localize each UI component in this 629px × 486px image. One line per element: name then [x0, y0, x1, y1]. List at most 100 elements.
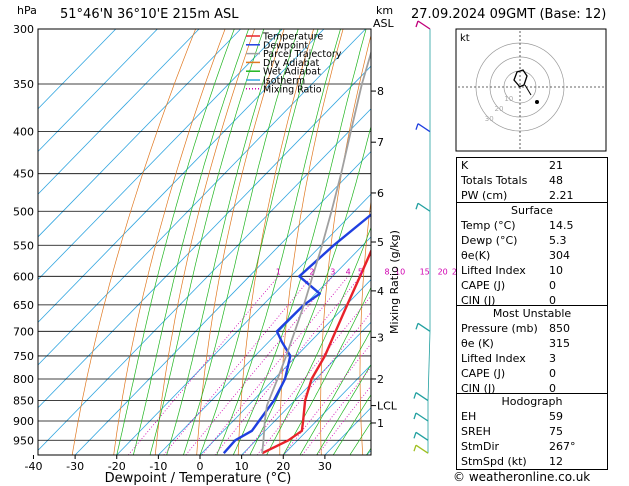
row-label: Dewp (°C) — [461, 234, 518, 247]
temperature-axis: -40 -30 -20 -10 0 10 20 30 — [24, 455, 332, 473]
mixing-ratio-label: 15 — [420, 267, 430, 276]
row-label: θe(K) — [461, 249, 491, 262]
row-label: K — [461, 159, 469, 172]
row-value: 75 — [549, 425, 563, 438]
pressure-tick-label: 350 — [13, 78, 34, 91]
row-value: 304 — [549, 249, 570, 262]
wind-barb-flag — [413, 392, 417, 399]
row-value: 12 — [549, 455, 563, 468]
mixing-ratio-axis-label: Mixing Ratio (g/kg) — [388, 230, 401, 334]
most-unstable-table: Most Unstable Pressure (mb) 850 θe (K) 315 L… — [456, 305, 608, 397]
wet-adiabat-line — [249, 124, 371, 455]
temperature-tick-label: 0 — [197, 460, 204, 473]
height-tick-label: 8 — [377, 85, 384, 98]
row-label: SREH — [461, 425, 491, 438]
parcel-trajectory-line — [261, 49, 371, 454]
pressure-tick-label: 950 — [13, 434, 34, 447]
dry-adiabat-line — [279, 29, 344, 455]
table-row: Totals Totals 48 — [457, 173, 607, 188]
wind-barb — [417, 322, 431, 332]
mixing-ratio-label: 1 — [276, 267, 281, 276]
isotherm-line — [38, 29, 158, 153]
temperature-tick-label: 20 — [276, 460, 290, 473]
pressure-tick-label: 600 — [13, 270, 34, 283]
legend-label: Wet Adiabat — [263, 67, 321, 78]
mixing-ratio-line — [127, 276, 279, 455]
row-value: 0 — [549, 294, 556, 307]
mixing-ratio-label: 20 — [438, 267, 448, 276]
wet-adiabat-line — [116, 29, 235, 455]
wet-adiabat-line — [232, 29, 367, 455]
isotherm-line — [74, 150, 371, 455]
asl-unit-label: ASL — [373, 17, 394, 30]
mixing-ratio-line — [214, 276, 361, 455]
table-row: SREH 75 — [457, 424, 607, 439]
height-tick-label: 7 — [377, 136, 384, 149]
pressure-axis: 300 350 400 450 500 550 600 650 700 750 800 850 900 9… — [13, 23, 34, 447]
row-label: StmSpd (kt) — [461, 455, 527, 468]
storm-motion-marker — [535, 100, 539, 104]
pressure-tick-label: 300 — [13, 23, 34, 36]
location-title: 51°46'N 36°10'E 215m ASL — [60, 7, 239, 22]
isotherm-line — [38, 29, 200, 195]
isotherm-line — [158, 236, 371, 455]
wind-barb — [417, 202, 431, 212]
wet-adiabat-line — [166, 29, 281, 455]
table-row: K 21 — [457, 158, 607, 173]
hodograph-kt-label: kt — [460, 33, 470, 44]
most-unstable-title: Most Unstable — [492, 307, 572, 320]
row-value: 267° — [549, 440, 576, 453]
wind-barb — [415, 392, 429, 402]
hodograph-trace — [513, 69, 528, 88]
pressure-tick-label: 450 — [13, 168, 34, 181]
mixing-ratio-label: 2 — [309, 267, 314, 276]
legend-label: Mixing Ratio — [263, 84, 322, 95]
pressure-tick-label: 800 — [13, 373, 34, 386]
wet-adiabat-line — [266, 226, 371, 455]
row-label: Pressure (mb) — [461, 322, 538, 335]
table-row: CIN (J) 0 — [457, 381, 607, 396]
isotherm-line — [116, 193, 371, 455]
hodograph-ring-label: 20 — [495, 105, 504, 113]
height-tick-label: LCL — [377, 400, 398, 413]
hodograph-ring-label: 10 — [504, 95, 513, 103]
row-label: CIN (J) — [461, 382, 496, 395]
storm-motion-line — [524, 84, 532, 96]
dry-adiabat-line — [320, 33, 371, 455]
wind-barb-flag — [413, 412, 417, 420]
wind-profile-line — [427, 331, 431, 401]
wind-profile — [413, 20, 431, 454]
temperature-tick-label: 10 — [235, 460, 249, 473]
row-value: 10 — [549, 264, 563, 277]
row-label: EH — [461, 410, 477, 423]
isotherm-line — [38, 29, 283, 281]
row-label: CAPE (J) — [461, 279, 506, 292]
legend-label: Dewpoint — [263, 40, 308, 51]
height-tick-label: 3 — [377, 331, 384, 344]
pressure-tick-label: 550 — [13, 239, 34, 252]
height-tick-label: 4 — [377, 285, 384, 298]
pressure-tick-label: 700 — [13, 325, 34, 338]
dry-adiabat-line — [113, 29, 226, 455]
wind-barb-flag — [415, 203, 419, 210]
table-row: Lifted Index 3 — [457, 351, 607, 366]
mixing-ratio-label: 4 — [346, 267, 351, 276]
table-row: θe (K) 315 — [457, 336, 607, 351]
wind-barb — [415, 412, 429, 422]
legend-label: Parcel Trajectory — [263, 49, 342, 60]
height-axis: 8 7 6 5 4 3 2 LCL 1 — [371, 85, 398, 430]
row-label: Totals Totals — [461, 174, 528, 187]
dewpoint-line — [222, 213, 371, 454]
wet-adiabat-line — [299, 329, 371, 455]
row-value: 315 — [549, 337, 570, 350]
wind-barb-flag — [415, 20, 419, 28]
mixing-ratio-line — [317, 385, 371, 455]
wet-adiabat-line — [182, 29, 299, 455]
surface-table: Surface Temp (°C) 14.5 Dewp (°C) 5.3 θe(K) 30… — [456, 202, 608, 309]
table-row: CIN (J) 0 — [457, 293, 607, 308]
row-value: 14.5 — [549, 219, 574, 232]
wind-barb — [415, 444, 429, 454]
height-tick-label: 2 — [377, 373, 384, 386]
